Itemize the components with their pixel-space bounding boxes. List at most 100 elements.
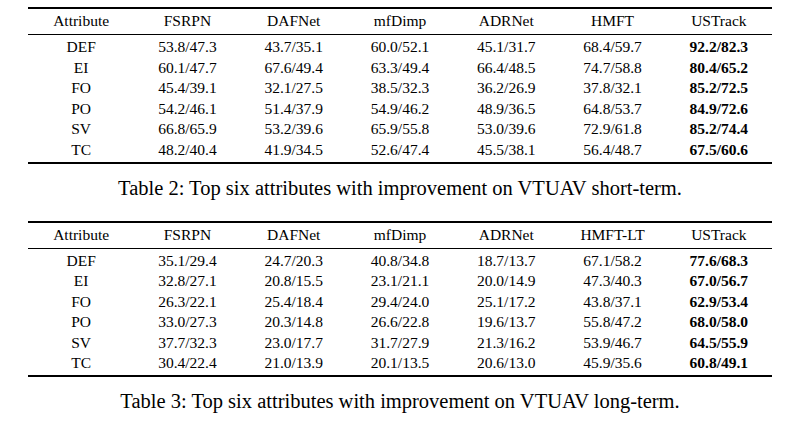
table-cell: 43.7/35.1 [241, 35, 347, 58]
table2-caption: Table 2: Top six attributes with improve… [28, 177, 772, 200]
column-header-fsrpn: FSRPN [134, 8, 240, 35]
table-cell-best: 85.2/74.4 [666, 119, 772, 140]
table-cell: 29.4/24.0 [347, 292, 453, 313]
table-row-ei: EI 32.8/27.1 20.8/15.5 23.1/21.1 20.0/14… [28, 271, 772, 292]
table-row-fo: FO 45.4/39.1 32.1/27.5 38.5/32.3 36.2/26… [28, 78, 772, 99]
table-cell-best: 77.6/68.3 [666, 248, 772, 271]
column-header-attribute: Attribute [28, 222, 134, 249]
table-row-fo: FO 26.3/22.1 25.4/18.4 29.4/24.0 25.1/17… [28, 292, 772, 313]
table-cell: 20.0/14.9 [453, 271, 559, 292]
table-cell: 72.9/61.8 [559, 119, 665, 140]
header-row: Attribute FSRPN DAFNet mfDimp ADRNet HMF… [28, 8, 772, 35]
table-cell: 23.0/17.7 [241, 333, 347, 354]
table-cell: 60.1/47.7 [134, 58, 240, 79]
table-cell: 37.7/32.3 [134, 333, 240, 354]
row-label: PO [28, 312, 134, 333]
table-cell: 48.9/36.5 [453, 99, 559, 120]
table-cell: 45.5/38.1 [453, 140, 559, 163]
column-header-ustrack: USTrack [666, 8, 772, 35]
table-cell: 18.7/13.7 [453, 248, 559, 271]
table-row-def: DEF 53.8/47.3 43.7/35.1 60.0/52.1 45.1/3… [28, 35, 772, 58]
column-header-ustrack: USTrack [666, 222, 772, 249]
table-cell: 66.4/48.5 [453, 58, 559, 79]
table-cell: 60.0/52.1 [347, 35, 453, 58]
table-cell: 53.9/46.7 [559, 333, 665, 354]
table-cell-best: 68.0/58.0 [666, 312, 772, 333]
table-cell: 26.6/22.8 [347, 312, 453, 333]
table-row-tc: TC 48.2/40.4 41.9/34.5 52.6/47.4 45.5/38… [28, 140, 772, 163]
table-short-term: Attribute FSRPN DAFNet mfDimp ADRNet HMF… [28, 7, 772, 164]
row-label: PO [28, 99, 134, 120]
table-cell-best: 84.9/72.6 [666, 99, 772, 120]
table-cell: 56.4/48.7 [559, 140, 665, 163]
table-cell: 26.3/22.1 [134, 292, 240, 313]
table-cell: 51.4/37.9 [241, 99, 347, 120]
table-cell: 74.7/58.8 [559, 58, 665, 79]
table-row-tc: TC 30.4/22.4 21.0/13.9 20.1/13.5 20.6/13… [28, 353, 772, 376]
table-cell: 45.4/39.1 [134, 78, 240, 99]
table-cell: 23.1/21.1 [347, 271, 453, 292]
table-cell: 65.9/55.8 [347, 119, 453, 140]
table-cell: 54.9/46.2 [347, 99, 453, 120]
table-cell: 53.8/47.3 [134, 35, 240, 58]
column-header-mfdimp: mfDimp [347, 8, 453, 35]
table-cell-best: 67.5/60.6 [666, 140, 772, 163]
column-header-fsrpn: FSRPN [134, 222, 240, 249]
table-cell: 20.8/15.5 [241, 271, 347, 292]
row-label: DEF [28, 248, 134, 271]
row-label: SV [28, 119, 134, 140]
table-cell: 47.3/40.3 [559, 271, 665, 292]
row-label: EI [28, 58, 134, 79]
table-cell: 66.8/65.9 [134, 119, 240, 140]
table-cell: 32.8/27.1 [134, 271, 240, 292]
table-cell-best: 92.2/82.3 [666, 35, 772, 58]
row-label: TC [28, 140, 134, 163]
table-cell: 32.1/27.5 [241, 78, 347, 99]
column-header-adrnet: ADRNet [453, 222, 559, 249]
table-row-po: PO 54.2/46.1 51.4/37.9 54.9/46.2 48.9/36… [28, 99, 772, 120]
table-cell-best: 85.2/72.5 [666, 78, 772, 99]
table-cell-best: 60.8/49.1 [666, 353, 772, 376]
table-cell-best: 62.9/53.4 [666, 292, 772, 313]
paper-figure: Attribute FSRPN DAFNet mfDimp ADRNet HMF… [0, 0, 800, 442]
row-label: TC [28, 353, 134, 376]
table-cell-best: 80.4/65.2 [666, 58, 772, 79]
row-label: SV [28, 333, 134, 354]
table-cell: 37.8/32.1 [559, 78, 665, 99]
table-cell: 20.1/13.5 [347, 353, 453, 376]
table-row-sv: SV 66.8/65.9 53.2/39.6 65.9/55.8 53.0/39… [28, 119, 772, 140]
table-row-ei: EI 60.1/47.7 67.6/49.4 63.3/49.4 66.4/48… [28, 58, 772, 79]
row-label: FO [28, 292, 134, 313]
table-cell: 33.0/27.3 [134, 312, 240, 333]
table-cell: 67.6/49.4 [241, 58, 347, 79]
table-long-term: Attribute FSRPN DAFNet mfDimp ADRNet HMF… [28, 221, 772, 378]
table-cell: 45.1/31.7 [453, 35, 559, 58]
row-label: FO [28, 78, 134, 99]
table-cell: 19.6/13.7 [453, 312, 559, 333]
table-cell: 54.2/46.1 [134, 99, 240, 120]
column-header-hmft: HMFT [559, 8, 665, 35]
table-cell: 48.2/40.4 [134, 140, 240, 163]
table-cell-best: 64.5/55.9 [666, 333, 772, 354]
table-cell: 21.3/16.2 [453, 333, 559, 354]
table-cell: 45.9/35.6 [559, 353, 665, 376]
table-cell: 38.5/32.3 [347, 78, 453, 99]
table-cell: 31.7/27.9 [347, 333, 453, 354]
header-row: Attribute FSRPN DAFNet mfDimp ADRNet HMF… [28, 222, 772, 249]
table-cell: 53.2/39.6 [241, 119, 347, 140]
table-cell: 63.3/49.4 [347, 58, 453, 79]
table-cell: 67.1/58.2 [559, 248, 665, 271]
column-header-attribute: Attribute [28, 8, 134, 35]
table-cell: 41.9/34.5 [241, 140, 347, 163]
table-cell: 53.0/39.6 [453, 119, 559, 140]
column-header-adrnet: ADRNet [453, 8, 559, 35]
table-cell: 20.6/13.0 [453, 353, 559, 376]
table-cell: 64.8/53.7 [559, 99, 665, 120]
table-cell: 52.6/47.4 [347, 140, 453, 163]
table-cell: 36.2/26.9 [453, 78, 559, 99]
table3-caption: Table 3: Top six attributes with improve… [28, 390, 772, 413]
column-header-hmft-lt: HMFT-LT [559, 222, 665, 249]
table-row-def: DEF 35.1/29.4 24.7/20.3 40.8/34.8 18.7/1… [28, 248, 772, 271]
table-cell: 55.8/47.2 [559, 312, 665, 333]
table-cell: 25.4/18.4 [241, 292, 347, 313]
